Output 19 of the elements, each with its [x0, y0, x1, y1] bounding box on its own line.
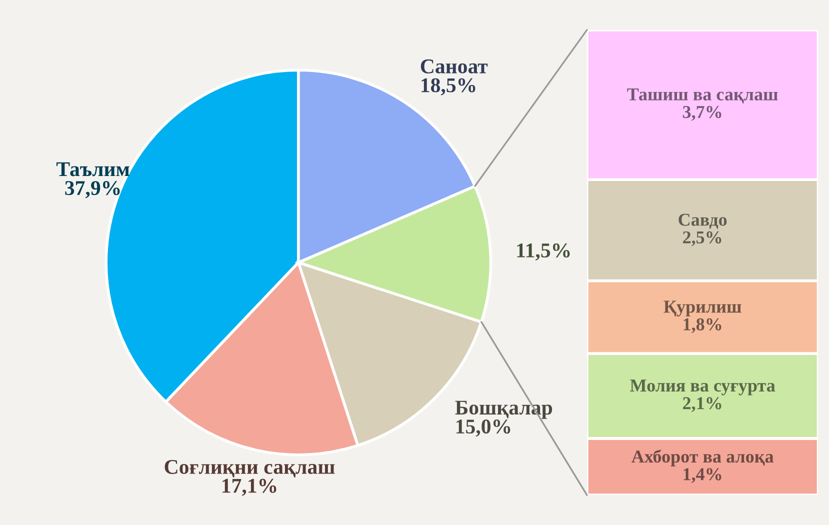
data-label: 37,9% [65, 181, 120, 198]
slice-label: Таълим [56, 162, 130, 176]
series-label: Ташиш ва сақлаш [627, 88, 778, 104]
series-label: Қурилиш [664, 300, 742, 316]
data-label: 18,5% [422, 78, 476, 96]
series-label: Молия ва суғурта [630, 380, 776, 396]
slice-label: Саноат [420, 59, 488, 74]
data-label: 17,1% [222, 478, 276, 496]
slice-label: Соғлиқни сақлаш [164, 460, 335, 478]
data-label: 1,4% [684, 468, 722, 483]
data-label: 3,7% [682, 106, 722, 121]
data-label: 2,1% [683, 397, 722, 412]
data-label: 15,0% [456, 420, 510, 437]
series-label: Савдо [678, 214, 727, 229]
data-label: 2,5% [683, 231, 722, 246]
data-label: 11,5% [517, 243, 570, 260]
slice-label: Бошқалар [455, 400, 552, 419]
series-label: Ахборот ва алоқа [632, 450, 774, 466]
data-label: 1,8% [684, 318, 722, 334]
